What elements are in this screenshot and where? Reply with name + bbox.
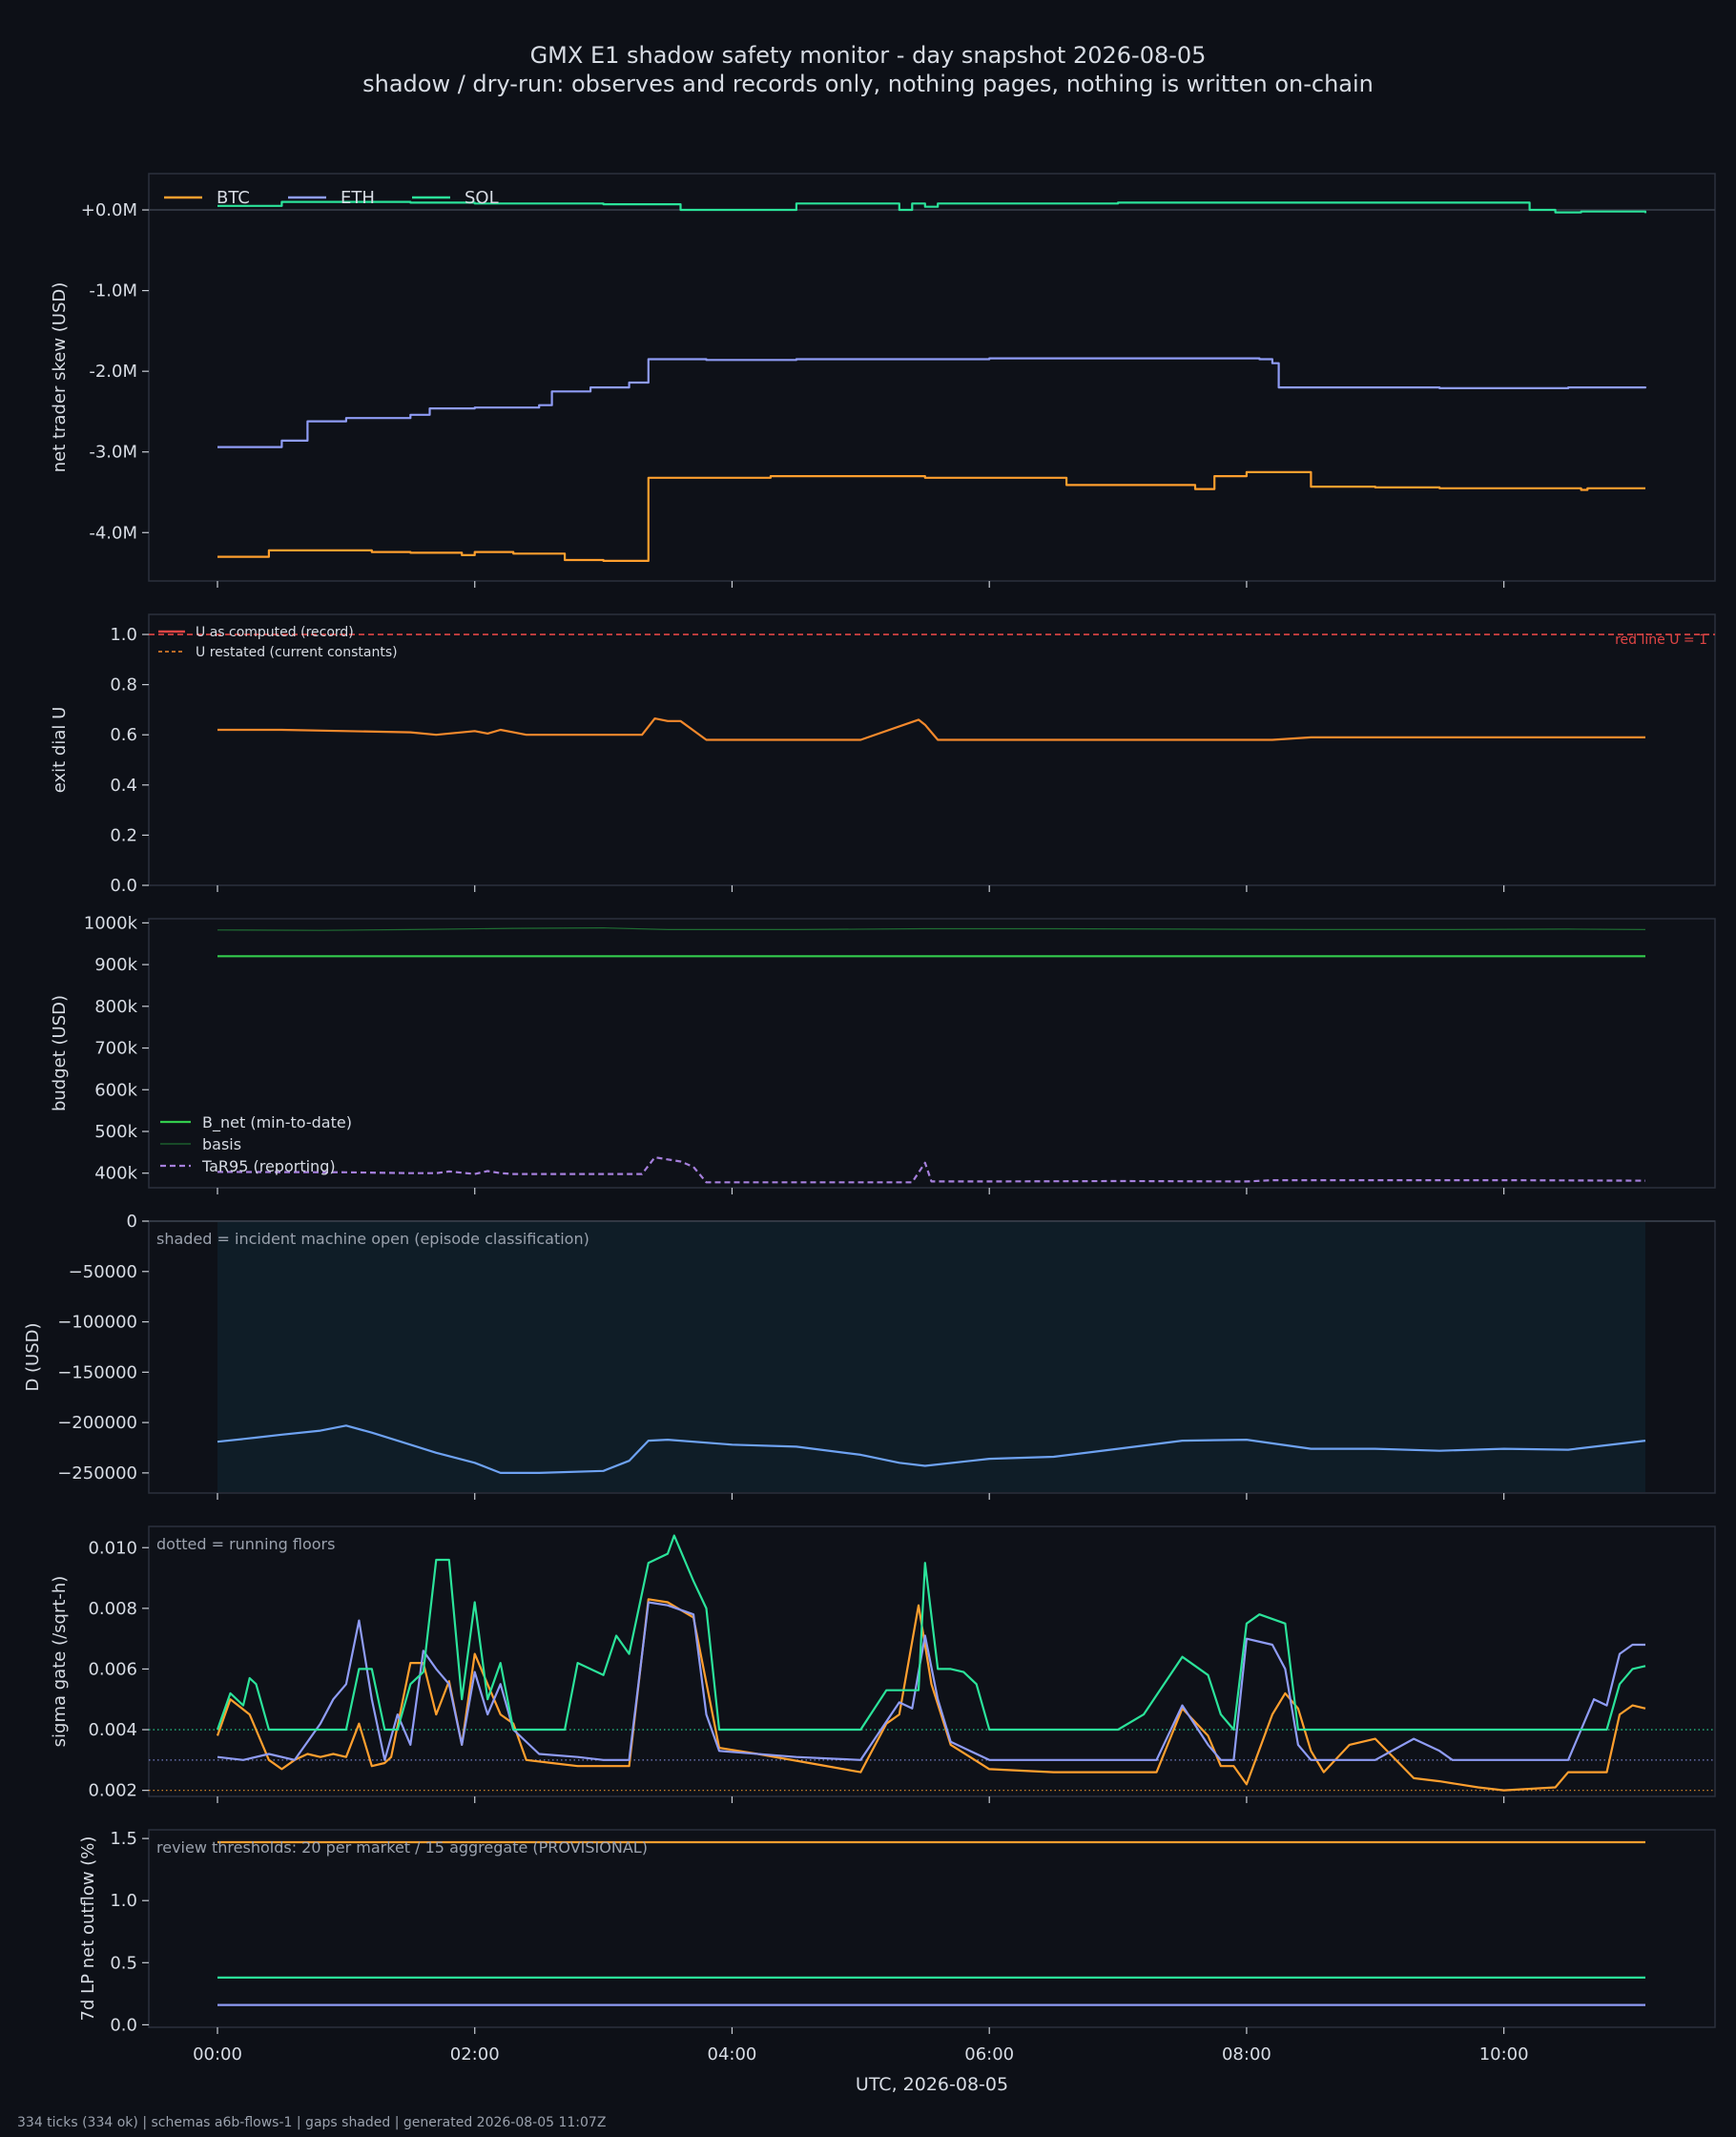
series-line-btc xyxy=(217,470,1645,562)
incident-shade xyxy=(217,1222,1645,1492)
y-tick-label: 0.006 xyxy=(88,1659,137,1679)
red-line-label: red line U = 1 xyxy=(1615,633,1707,648)
y-tick-label: 0 xyxy=(127,1212,137,1232)
y-tick-label: -4.0M xyxy=(89,523,137,543)
legend-label: TaR95 (reporting) xyxy=(201,1157,336,1175)
chart-subtitle: shadow / dry-run: observes and records o… xyxy=(362,71,1374,97)
y-tick-label: −100000 xyxy=(57,1313,137,1333)
series-line-btc xyxy=(216,1598,1646,1792)
y-tick-label: −250000 xyxy=(57,1463,137,1483)
plot-area xyxy=(148,1829,1716,2028)
y-tick-label: 0.4 xyxy=(110,776,137,796)
y-tick-label: −50000 xyxy=(69,1262,137,1282)
y-tick-label: 1.0 xyxy=(110,1891,137,1911)
y-axis-label: exit dial U xyxy=(50,707,70,794)
series-line-d xyxy=(217,1424,1646,1474)
legend-label: BTC xyxy=(217,188,250,208)
legend-label: U restated (current constants) xyxy=(196,645,398,660)
panel-annotation: review thresholds: 20 per market / 15 ag… xyxy=(156,1838,648,1857)
series-line-sol xyxy=(217,200,1647,214)
x-tick-label: 02:00 xyxy=(450,2044,500,2064)
y-tick-label: 0.0 xyxy=(110,876,137,896)
y-tick-label: 1000k xyxy=(84,913,138,933)
panel-exit-dial: red line U = 1 0.0 0.2 0.4 0.6 0.8 1.0 exit dia… xyxy=(50,613,1716,896)
y-tick-label: 1.5 xyxy=(110,1829,137,1849)
y-tick-label: 0.0 xyxy=(110,2015,137,2035)
y-tick-label: −200000 xyxy=(57,1413,137,1433)
panel-drawdown: 0 −50000 −100000 −150000 −200000 −250000 D (US… xyxy=(23,1212,1716,1500)
panel-annotation: dotted = running floors xyxy=(156,1535,335,1553)
y-tick-label: 0.008 xyxy=(88,1599,137,1619)
y-tick-label: -1.0M xyxy=(89,281,137,301)
plot-area xyxy=(148,918,1716,1189)
y-axis-label: net trader skew (USD) xyxy=(50,282,70,473)
legend-label: U as computed (record) xyxy=(196,625,354,640)
y-axis-label: sigma gate (/sqrt-h) xyxy=(50,1576,70,1748)
x-tick-label: 00:00 xyxy=(193,2044,242,2064)
y-tick-label: 600k xyxy=(94,1080,137,1100)
panel-budget: 400k 500k 600k 700k 800k 900k 1000k budget (USD… xyxy=(50,913,1716,1194)
legend-label: basis xyxy=(202,1135,241,1153)
y-tick-label: 900k xyxy=(94,955,137,975)
y-tick-label: −150000 xyxy=(57,1362,137,1382)
y-tick-label: 0.6 xyxy=(110,725,137,745)
chart-title: GMX E1 shadow safety monitor - day snaps… xyxy=(530,42,1207,69)
series-line-basis xyxy=(217,927,1646,931)
series-line-sol xyxy=(216,1534,1646,1732)
y-tick-label: 0.8 xyxy=(110,675,137,695)
legend-label: SOL xyxy=(465,188,499,208)
plot-area xyxy=(148,1525,1716,1797)
y-tick-label: 0.010 xyxy=(88,1538,137,1558)
series-line-u-restated-current-constants- xyxy=(217,717,1645,741)
y-tick-label: +0.0M xyxy=(81,200,137,220)
y-tick-label: 400k xyxy=(94,1164,137,1184)
panels: +0.0M -1.0M -2.0M -3.0M -4.0M net trader skew… xyxy=(23,173,1716,2095)
y-tick-label: 0.5 xyxy=(110,1953,137,1973)
x-tick-label: 04:00 xyxy=(708,2044,757,2064)
panel-skew: +0.0M -1.0M -2.0M -3.0M -4.0M net trader skew… xyxy=(50,173,1716,588)
x-tick-label: 10:00 xyxy=(1479,2044,1529,2064)
plot-area xyxy=(148,173,1716,582)
x-tick-label: 08:00 xyxy=(1222,2044,1271,2064)
y-tick-label: -3.0M xyxy=(89,443,137,463)
legend-label: B_net (min-to-date) xyxy=(202,1113,352,1132)
y-tick-label: 800k xyxy=(94,997,137,1017)
y-tick-label: 500k xyxy=(94,1122,137,1142)
y-tick-label: 0.004 xyxy=(88,1720,137,1740)
legend-label: ETH xyxy=(341,188,375,208)
x-axis-label: UTC, 2026-08-05 xyxy=(856,2074,1008,2095)
series-line-eth xyxy=(217,357,1647,448)
footer-status: 334 ticks (334 ok) | schemas a6b-flows-1… xyxy=(17,2115,606,2130)
y-axis-label: budget (USD) xyxy=(50,995,70,1111)
y-axis-label: D (USD) xyxy=(23,1322,43,1391)
series-line-tar95-reporting- xyxy=(217,1156,1646,1184)
y-tick-label: 700k xyxy=(94,1039,137,1059)
x-tick-label: 06:00 xyxy=(964,2044,1014,2064)
y-tick-label: 0.002 xyxy=(88,1781,137,1801)
y-tick-label: -2.0M xyxy=(89,362,137,382)
y-tick-label: 1.0 xyxy=(110,625,137,645)
panel-sigma-gate: 0.002 0.004 0.006 0.008 0.010 sigma gate (/sq… xyxy=(50,1525,1716,1803)
panel-annotation: shaded = incident machine open (episode … xyxy=(156,1230,589,1248)
plot-area xyxy=(148,613,1716,886)
y-tick-label: 0.2 xyxy=(110,825,137,845)
y-axis-label: 7d LP net outflow (%) xyxy=(78,1836,98,2022)
panel-lp-outflow: 0.0 0.5 1.0 1.5 7d LP net outflow (%) review … xyxy=(78,1829,1716,2095)
